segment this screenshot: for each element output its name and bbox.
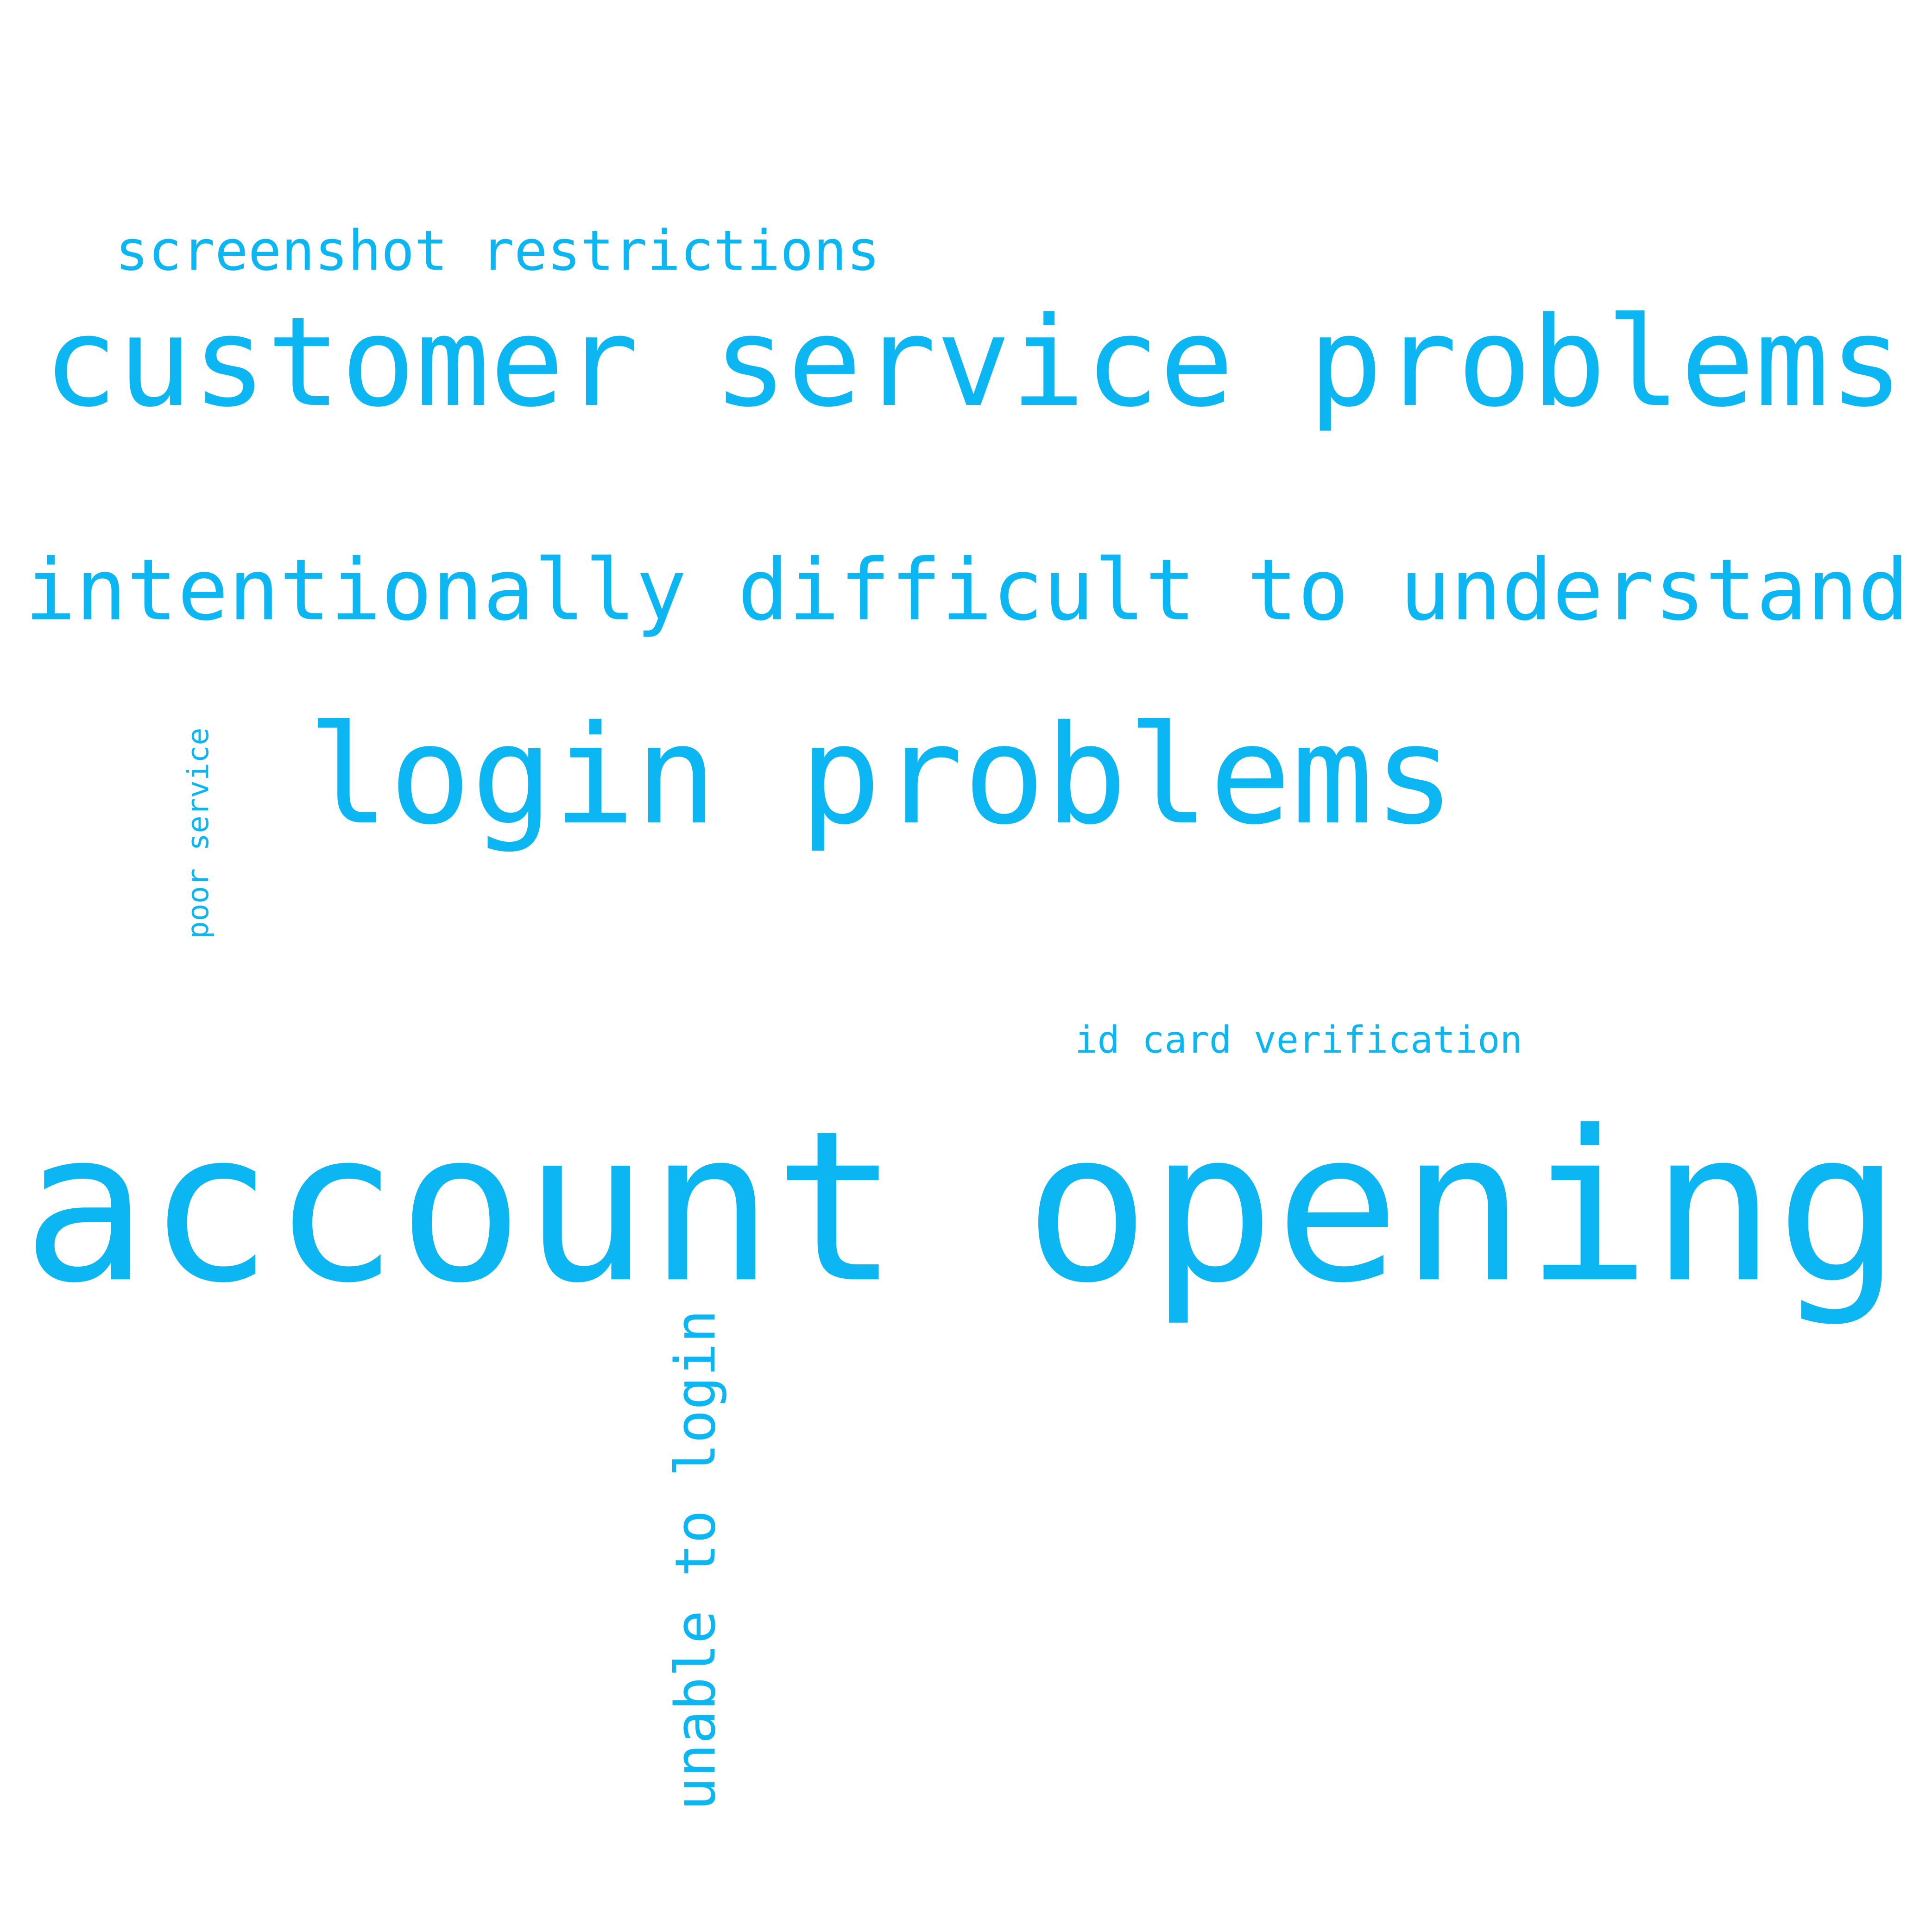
- word: account opening: [22, 1086, 1901, 1328]
- word: poor service: [181, 727, 215, 939]
- word: intentionally difficult to understand: [25, 542, 1909, 640]
- word: unable to login: [663, 1310, 728, 1811]
- word: screenshot restrictions: [115, 219, 880, 284]
- word: customer service problems: [44, 290, 1904, 434]
- word: login problems: [307, 696, 1455, 855]
- word: id card verification: [1075, 1018, 1522, 1061]
